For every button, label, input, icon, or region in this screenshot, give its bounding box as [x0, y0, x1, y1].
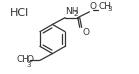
- Text: CH: CH: [17, 55, 29, 64]
- Text: NH: NH: [65, 7, 79, 16]
- Text: O: O: [26, 55, 33, 64]
- Text: O: O: [89, 2, 96, 11]
- Text: HCl: HCl: [10, 8, 29, 18]
- Text: 3: 3: [26, 62, 31, 68]
- Text: 2: 2: [73, 11, 78, 17]
- Text: 3: 3: [107, 6, 111, 12]
- Text: CH: CH: [98, 2, 111, 11]
- Text: O: O: [82, 28, 89, 37]
